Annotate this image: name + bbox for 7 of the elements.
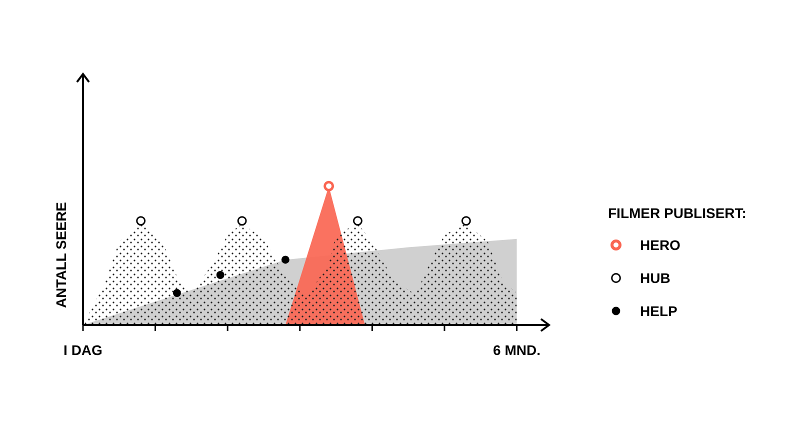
y-axis-title: ANTALL SEERE (53, 202, 69, 308)
legend-label: HUB (640, 270, 670, 286)
x-tick-label: I DAG (64, 342, 103, 358)
legend-label: HERO (640, 237, 680, 253)
legend-label: HELP (640, 303, 678, 319)
x-tick-label: 6 MND. (493, 342, 540, 358)
legend-title: FILMER PUBLISERT: (608, 205, 746, 221)
